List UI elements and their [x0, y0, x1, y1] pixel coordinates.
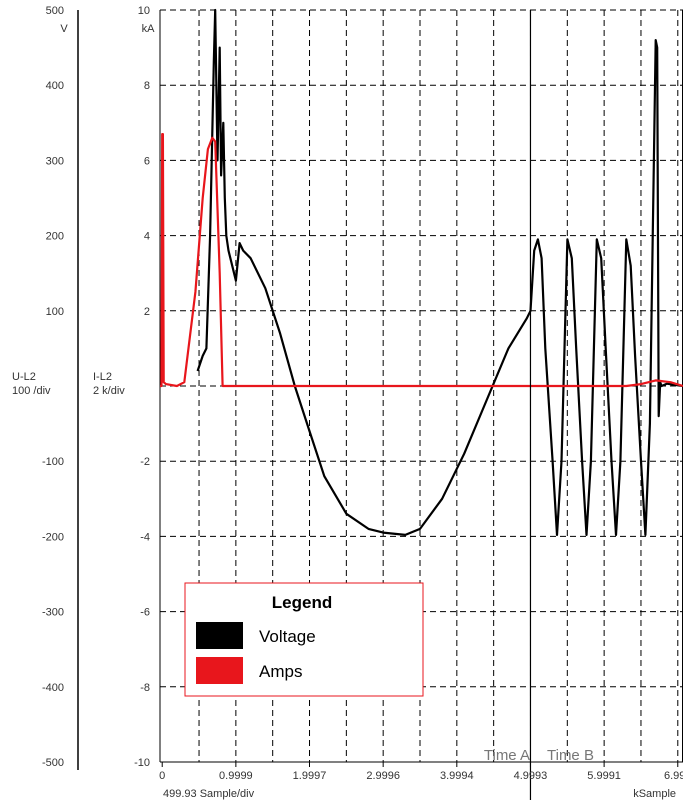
legend-swatch-amps: [196, 657, 243, 684]
current-tick-label: -10: [134, 757, 150, 769]
voltage-tick-label: -200: [42, 531, 64, 543]
x-tick-label: 6.999: [664, 770, 683, 782]
legend-swatch-voltage: [196, 622, 243, 649]
voltage-tick-label: -500: [42, 757, 64, 769]
voltage-tick-label: -100: [42, 456, 64, 468]
x-scale-label: 499.93 Sample/div: [163, 788, 255, 800]
current-channel-label: I-L2: [93, 371, 112, 383]
voltage-channel-label: U-L2: [12, 371, 36, 383]
current-tick-label: -4: [140, 531, 150, 543]
voltage-scale-label: 100 /div: [12, 385, 51, 397]
x-tick-label: 5.9991: [587, 770, 621, 782]
voltage-tick-label: 100: [46, 306, 64, 318]
voltage-tick-label: -300: [42, 607, 64, 619]
time-b-label: Time B: [547, 747, 594, 764]
voltage-tick-label: -400: [42, 682, 64, 694]
x-tick-label: 0.9999: [219, 770, 253, 782]
legend: Legend Voltage Amps: [184, 582, 424, 697]
tick-labels: 500400300200100-100-200-300-400-50010864…: [42, 5, 683, 782]
x-unit-label: kSample: [633, 788, 676, 800]
current-scale-label: 2 k/div: [93, 385, 125, 397]
voltage-unit-label: V: [60, 23, 68, 35]
x-tick-label: 1.9997: [293, 770, 327, 782]
current-tick-label: 2: [144, 306, 150, 318]
legend-label-voltage: Voltage: [259, 627, 316, 646]
current-tick-label: -6: [140, 607, 150, 619]
current-unit-label: kA: [142, 23, 156, 35]
time-a-label: Time A: [484, 747, 530, 764]
series-amps-line: [160, 133, 683, 388]
voltage-tick-label: 400: [46, 80, 64, 92]
current-tick-label: -8: [140, 682, 150, 694]
x-tick-label: 4.9993: [514, 770, 548, 782]
x-tick-label: 0: [159, 770, 165, 782]
series-voltage-line: [196, 8, 683, 537]
current-tick-label: 8: [144, 80, 150, 92]
x-tick-label: 2.9996: [366, 770, 400, 782]
voltage-tick-label: 500: [46, 5, 64, 17]
current-tick-label: -2: [140, 456, 150, 468]
current-tick-label: 4: [144, 231, 150, 243]
voltage-tick-label: 300: [46, 155, 64, 167]
current-tick-label: 10: [138, 5, 150, 17]
legend-label-amps: Amps: [259, 662, 302, 681]
current-tick-label: 6: [144, 155, 150, 167]
x-tick-label: 3.9994: [440, 770, 474, 782]
legend-title: Legend: [272, 593, 332, 612]
voltage-tick-label: 200: [46, 231, 64, 243]
